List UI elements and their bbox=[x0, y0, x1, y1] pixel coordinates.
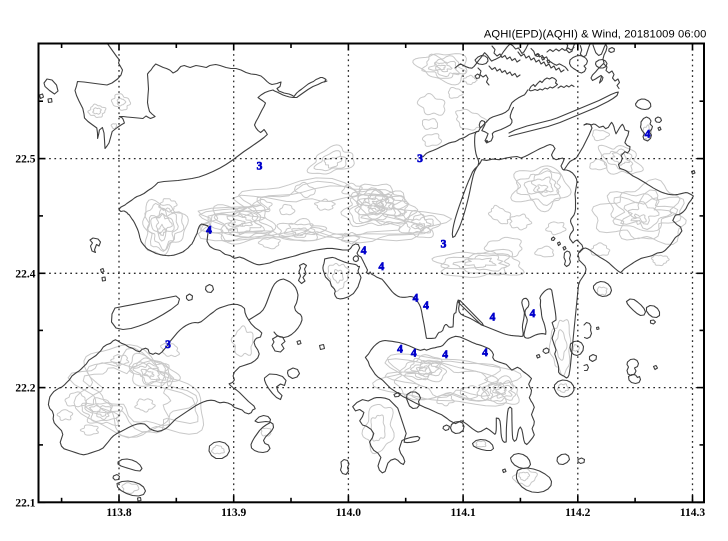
svg-text:3: 3 bbox=[441, 239, 447, 251]
svg-text:114.1: 114.1 bbox=[450, 507, 475, 519]
svg-text:114.3: 114.3 bbox=[680, 507, 705, 519]
svg-text:4: 4 bbox=[379, 261, 385, 273]
svg-text:AQHI(EPD)(AQHI) & Wind, 201810: AQHI(EPD)(AQHI) & Wind, 20181009 06:00 bbox=[484, 29, 707, 41]
svg-text:113.9: 113.9 bbox=[221, 507, 246, 519]
svg-text:22.2: 22.2 bbox=[15, 383, 35, 395]
svg-text:22.5: 22.5 bbox=[15, 154, 35, 166]
svg-text:4: 4 bbox=[530, 308, 536, 320]
svg-text:4: 4 bbox=[411, 348, 417, 360]
svg-text:4: 4 bbox=[442, 349, 448, 361]
svg-text:4: 4 bbox=[490, 312, 496, 324]
svg-text:114.2: 114.2 bbox=[565, 507, 590, 519]
svg-text:4: 4 bbox=[206, 225, 212, 237]
svg-text:114.0: 114.0 bbox=[336, 507, 361, 519]
svg-text:3: 3 bbox=[165, 339, 171, 351]
svg-text:4: 4 bbox=[645, 129, 651, 141]
svg-text:22.4: 22.4 bbox=[15, 268, 35, 280]
svg-text:22.1: 22.1 bbox=[15, 497, 35, 509]
svg-text:4: 4 bbox=[413, 293, 419, 305]
svg-text:4: 4 bbox=[423, 300, 429, 312]
svg-text:3: 3 bbox=[257, 161, 263, 173]
svg-text:113.8: 113.8 bbox=[106, 507, 131, 519]
svg-text:3: 3 bbox=[417, 153, 423, 165]
svg-text:4: 4 bbox=[361, 245, 367, 257]
svg-text:4: 4 bbox=[397, 344, 403, 356]
svg-text:4: 4 bbox=[482, 347, 488, 359]
